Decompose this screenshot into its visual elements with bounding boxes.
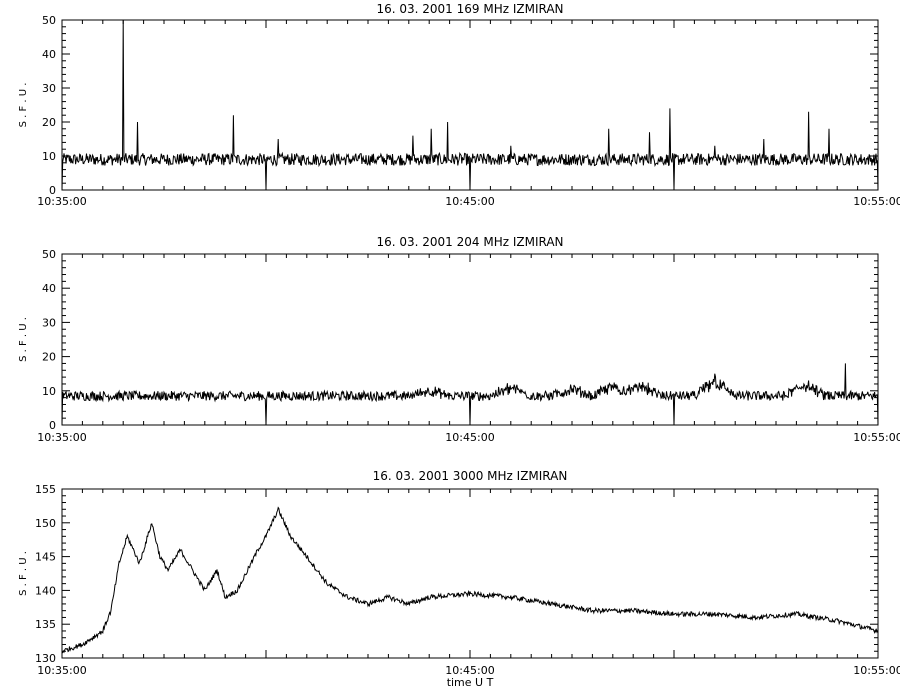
- y-tick-label: 135: [35, 618, 56, 631]
- panel-3: 16. 03. 2001 3000 MHz IZMIRAN 130 135 140 14…: [18, 469, 900, 689]
- y-tick-label: 150: [35, 517, 56, 530]
- y-tick-label: 20: [42, 116, 56, 129]
- y-tick-label: 50: [42, 248, 56, 261]
- panel-2-frame: [61, 253, 879, 426]
- panel-2-series-line: [61, 363, 879, 426]
- panel-1-title: 16. 03. 2001 169 MHz IZMIRAN: [376, 2, 563, 16]
- y-tick-label: 10: [42, 385, 56, 398]
- x-tick-label: 10:35:00: [37, 195, 86, 208]
- x-tick-label: 10:35:00: [37, 431, 86, 444]
- y-tick-label: 40: [42, 48, 56, 61]
- panel-3-frame: [61, 488, 879, 659]
- x-tick-label: 10:45:00: [445, 431, 494, 444]
- y-axis-label: S . F . U .: [18, 317, 29, 362]
- y-tick-label: 0: [49, 184, 56, 197]
- y-tick-label: 20: [42, 351, 56, 364]
- panel-2: 16. 03. 2001 204 MHz IZMIRAN 0 10 20 30 40 50 1…: [18, 235, 900, 444]
- y-tick-label: 10: [42, 150, 56, 163]
- y-axis-label: S . F . U .: [18, 551, 29, 596]
- y-tick-label: 130: [35, 652, 56, 665]
- x-tick-label: 10:55:00: [853, 195, 900, 208]
- x-tick-label: 10:45:00: [445, 664, 494, 677]
- y-tick-label: 145: [35, 551, 56, 564]
- x-axis-label: time U T: [447, 676, 494, 689]
- y-axis-label: S . F . U .: [18, 83, 29, 128]
- y-tick-label: 155: [35, 483, 56, 496]
- x-tick-label: 10:55:00: [853, 664, 900, 677]
- panel-2-title: 16. 03. 2001 204 MHz IZMIRAN: [376, 235, 563, 249]
- x-tick-label: 10:35:00: [37, 664, 86, 677]
- panel-1-frame: [61, 19, 879, 191]
- y-tick-label: 50: [42, 14, 56, 27]
- panel-1-series-line: [61, 19, 879, 191]
- y-tick-label: 30: [42, 316, 56, 329]
- x-tick-label: 10:45:00: [445, 195, 494, 208]
- x-tick-label: 10:55:00: [853, 431, 900, 444]
- y-tick-label: 140: [35, 584, 56, 597]
- y-tick-label: 30: [42, 82, 56, 95]
- panel-3-title: 16. 03. 2001 3000 MHz IZMIRAN: [373, 469, 568, 483]
- y-tick-label: 0: [49, 419, 56, 432]
- panel-3-series-line: [61, 506, 879, 654]
- panel-1: 16. 03. 2001 169 MHz IZMIRAN 0 10 20 30 40 50 1…: [18, 2, 900, 208]
- y-tick-label: 40: [42, 282, 56, 295]
